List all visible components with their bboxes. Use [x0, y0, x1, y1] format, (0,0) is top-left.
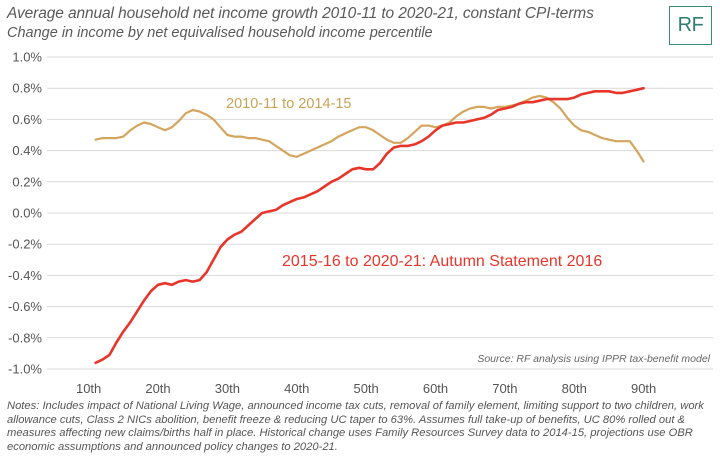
y-tick-label: 0.6% [12, 112, 42, 127]
gridlines [47, 56, 713, 370]
annotation-2010-series: 2010-11 to 2014-15 [226, 96, 352, 112]
y-tick-label: 1.0% [12, 50, 42, 65]
y-tick-label: -0.6% [8, 299, 42, 314]
y-tick-label: -0.4% [8, 268, 42, 283]
line-chart: 1.0% 0.8% 0.6% 0.4% 0.2% 0.0% -0.2% -0.4% -0.6% -… [8, 50, 713, 396]
x-tick-label: 40th [284, 381, 309, 396]
rf-logo: RF [669, 6, 712, 45]
chart-subtitle: Change in income by net equivalised hous… [7, 25, 433, 41]
series-line [94, 94, 645, 163]
x-tick-label: 30th [215, 381, 240, 396]
y-tick-label: -0.2% [8, 237, 42, 252]
y-tick-label: -1.0% [8, 362, 42, 377]
x-tick-label: 90th [631, 381, 656, 396]
footnotes: Notes: Includes impact of National Livin… [7, 400, 704, 453]
x-tick-label: 20th [145, 381, 170, 396]
y-tick-label: 0.8% [12, 81, 42, 96]
series-line [94, 86, 645, 365]
series-2010-11-to-2014-15 [94, 94, 645, 163]
x-tick-label: 10th [76, 381, 101, 396]
x-tick-label: 60th [423, 381, 448, 396]
x-tick-label: 50th [353, 381, 378, 396]
y-tick-label: 0.4% [12, 143, 42, 158]
annotation-2015-series: 2015-16 to 2020-21: Autumn Statement 201… [282, 253, 602, 270]
series-2015-16-to-2020-21 [94, 86, 645, 365]
x-tick-label: 70th [492, 381, 517, 396]
chart-title: Average annual household net income grow… [7, 5, 594, 22]
y-tick-label: 0.0% [12, 206, 42, 221]
y-tick-label: -0.8% [8, 330, 42, 345]
logo-text: RF [677, 14, 704, 36]
y-axis-ticks: 1.0% 0.8% 0.6% 0.4% 0.2% 0.0% -0.2% -0.4% -0.6% -… [8, 50, 42, 377]
y-tick-label: 0.2% [12, 174, 42, 189]
x-axis-ticks: 10th 20th 30th 40th 50th 60th 70th 80th 90th [76, 381, 656, 396]
series-lines [94, 86, 645, 365]
x-tick-label: 80th [562, 381, 587, 396]
source-note: Source: RF analysis using IPPR tax-benef… [477, 353, 710, 365]
chart-header: Average annual household net income grow… [7, 4, 594, 42]
